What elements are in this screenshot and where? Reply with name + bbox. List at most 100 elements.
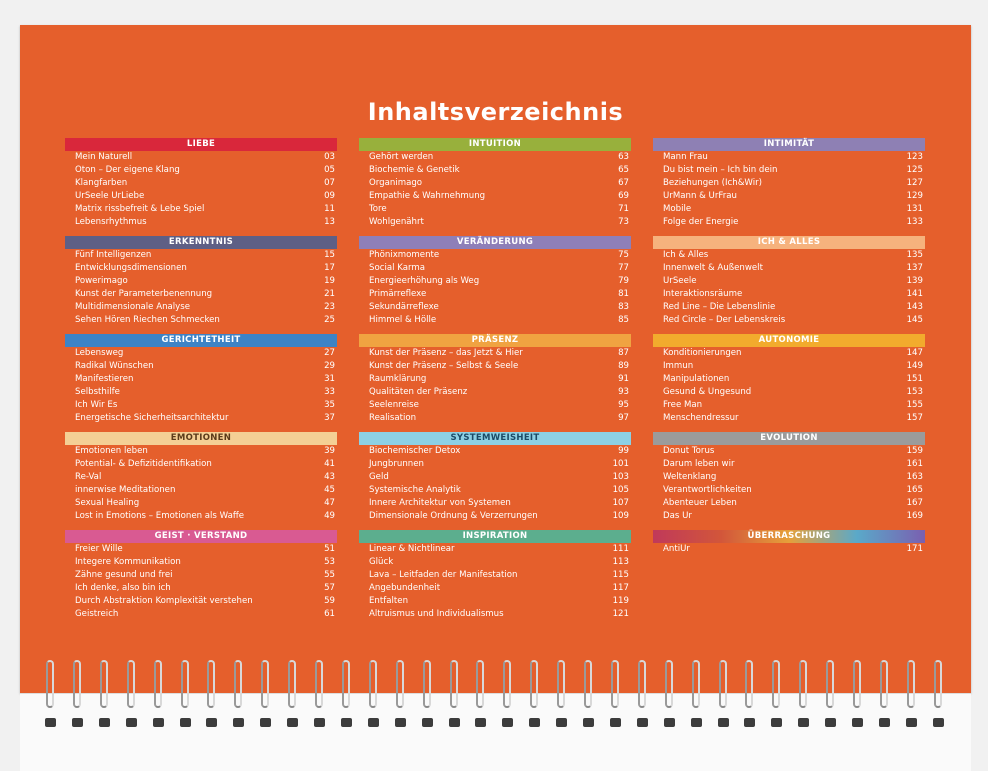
toc-entry: Durch Abstraktion Komplexität verstehen 5…	[65, 595, 337, 608]
toc-entry: Realisation 97	[359, 412, 631, 425]
entry-page-number: 133	[906, 217, 923, 227]
entry-label: Organimago	[369, 178, 423, 188]
entry-page-number: 151	[906, 374, 923, 384]
toc-entry: Kunst der Präsenz – das Jetzt & Hier 87	[359, 347, 631, 360]
entry-label: Sekundärreflexe	[369, 302, 439, 312]
section-header: INTIMITÄT	[653, 138, 925, 151]
toc-section: VERÄNDERUNG Phönixmomente 75 Social Karma 77…	[359, 236, 631, 334]
toc-entry: Primärreflexe 81	[359, 288, 631, 301]
entry-label: Wohlgenährt	[369, 217, 424, 227]
toc-entry: Ich Wir Es 35	[65, 399, 337, 412]
entry-label: Lost in Emotions – Emotionen als Waffe	[75, 511, 245, 521]
toc-entry: Innere Architektur von Systemen 107	[359, 497, 631, 510]
entry-page-number: 155	[906, 400, 923, 410]
entry-page-number: 137	[906, 263, 923, 273]
entry-page-number: 69	[618, 191, 629, 201]
binding-ring	[448, 660, 461, 730]
section-header: SYSTEMWEISHEIT	[359, 432, 631, 445]
binding-ring	[851, 660, 864, 730]
toc-entry: UrSeele 139	[653, 275, 925, 288]
toc-entry: Sehen Hören Riechen Schmecken 25	[65, 314, 337, 327]
toc-entry: Emotionen leben 39	[65, 445, 337, 458]
binding-ring	[878, 660, 891, 730]
binding-ring	[501, 660, 514, 730]
binding-ring	[932, 660, 945, 730]
binding-ring	[690, 660, 703, 730]
entry-page-number: 27	[324, 348, 335, 358]
entry-page-number: 07	[324, 178, 335, 188]
entry-label: Das Ur	[663, 511, 692, 521]
toc-entry: UrMann & UrFrau 129	[653, 190, 925, 203]
entry-label: Lebensweg	[75, 348, 124, 358]
entry-label: Emotionen leben	[75, 446, 148, 456]
entry-label: Glück	[369, 557, 394, 567]
entry-page-number: 115	[612, 570, 629, 580]
entry-label: Menschendressur	[663, 413, 739, 423]
entry-label: Fünf Intelligenzen	[75, 250, 152, 260]
section-header: ICH & ALLES	[653, 236, 925, 249]
entry-page-number: 33	[324, 387, 335, 397]
entry-label: Durch Abstraktion Komplexität verstehen	[75, 596, 253, 606]
entry-page-number: 91	[618, 374, 629, 384]
entry-page-number: 105	[612, 485, 629, 495]
entry-label: Darum leben wir	[663, 459, 735, 469]
toc-entry: Darum leben wir 161	[653, 458, 925, 471]
entry-page-number: 47	[324, 498, 335, 508]
toc-entry: Du bist mein – Ich bin dein 125	[653, 164, 925, 177]
entry-page-number: 117	[612, 583, 629, 593]
entry-label: Folge der Energie	[663, 217, 739, 227]
entry-label: Matrix rissbefreit & Lebe Spiel	[75, 204, 205, 214]
entry-page-number: 165	[906, 485, 923, 495]
toc-entry: Klangfarben 07	[65, 177, 337, 190]
binding-ring	[421, 660, 434, 730]
entry-label: Immun	[663, 361, 694, 371]
toc-entry: Lost in Emotions – Emotionen als Waffe 49	[65, 510, 337, 523]
entry-page-number: 161	[906, 459, 923, 469]
entry-page-number: 35	[324, 400, 335, 410]
toc-entry: Wohlgenährt 73	[359, 216, 631, 229]
toc-entry: innerwise Meditationen 45	[65, 484, 337, 497]
toc-entry: Ich denke, also bin ich 57	[65, 582, 337, 595]
binding-ring	[663, 660, 676, 730]
entry-page-number: 25	[324, 315, 335, 325]
toc-entry: Manifestieren 31	[65, 373, 337, 386]
entry-page-number: 103	[612, 472, 629, 482]
entry-label: Geld	[369, 472, 389, 482]
binding-ring	[71, 660, 84, 730]
entry-label: Zähne gesund und frei	[75, 570, 173, 580]
binding-ring	[44, 660, 57, 730]
entry-page-number: 43	[324, 472, 335, 482]
section-header: ERKENNTNIS	[65, 236, 337, 249]
entry-label: Ich Wir Es	[75, 400, 118, 410]
section-header: INSPIRATION	[359, 530, 631, 543]
toc-entry: Sexual Healing 47	[65, 497, 337, 510]
entry-label: Verantwortlichkeiten	[663, 485, 752, 495]
entry-page-number: 131	[906, 204, 923, 214]
entry-page-number: 129	[906, 191, 923, 201]
binding-ring	[905, 660, 918, 730]
entry-label: Weltenklang	[663, 472, 717, 482]
section-header: VERÄNDERUNG	[359, 236, 631, 249]
entry-page-number: 23	[324, 302, 335, 312]
entry-page-number: 09	[324, 191, 335, 201]
toc-entry: Selbsthilfe 33	[65, 386, 337, 399]
entry-page-number: 03	[324, 152, 335, 162]
toc-column-3: INTIMITÄT Mann Frau 123 Du bist mein – Ich …	[653, 138, 925, 628]
toc-entry: Mann Frau 123	[653, 151, 925, 164]
entry-page-number: 45	[324, 485, 335, 495]
toc-section: ICH & ALLES Ich & Alles 135 Innenwelt & Auß…	[653, 236, 925, 334]
toc-entry: Powerimago 19	[65, 275, 337, 288]
entry-page-number: 05	[324, 165, 335, 175]
binding-ring	[98, 660, 111, 730]
binding-ring	[743, 660, 756, 730]
entry-page-number: 31	[324, 374, 335, 384]
toc-entry: Free Man 155	[653, 399, 925, 412]
toc-section: SYSTEMWEISHEIT Biochemischer Detox 99 Jungb…	[359, 432, 631, 530]
binding-ring	[474, 660, 487, 730]
entry-label: Mein Naturell	[75, 152, 133, 162]
entry-page-number: 55	[324, 570, 335, 580]
entry-label: Empathie & Wahrnehmung	[369, 191, 486, 201]
page-title: Inhaltsverzeichnis	[367, 98, 624, 126]
binding-ring	[286, 660, 299, 730]
toc-entry: Menschendressur 157	[653, 412, 925, 425]
